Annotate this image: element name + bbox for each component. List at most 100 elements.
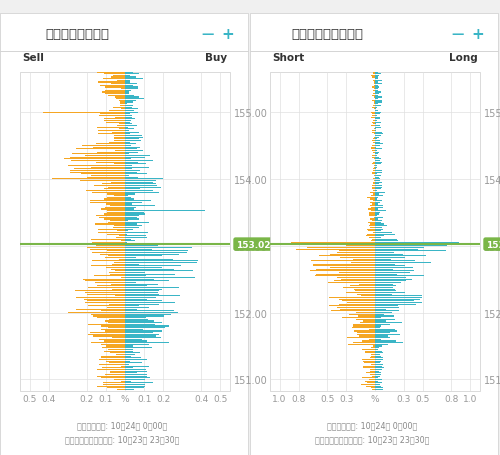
Bar xyxy=(372,141,375,142)
Bar xyxy=(90,201,125,202)
Bar xyxy=(106,122,125,123)
Bar xyxy=(99,217,125,218)
Bar xyxy=(125,82,130,83)
Bar xyxy=(375,82,378,83)
Bar xyxy=(375,186,382,187)
Bar xyxy=(374,86,375,87)
Bar xyxy=(374,167,375,168)
Bar xyxy=(372,122,375,123)
Bar xyxy=(102,92,125,93)
Bar xyxy=(372,132,375,133)
Bar xyxy=(374,169,375,170)
Bar xyxy=(125,306,138,307)
Bar xyxy=(374,134,375,135)
Bar xyxy=(110,274,125,275)
Bar xyxy=(97,127,125,128)
Bar xyxy=(374,176,375,177)
Bar xyxy=(101,357,125,359)
Bar xyxy=(125,244,134,245)
Bar xyxy=(374,104,375,105)
Bar xyxy=(375,112,381,113)
Bar xyxy=(312,266,375,267)
Bar xyxy=(125,256,162,257)
Bar xyxy=(354,331,375,332)
Bar xyxy=(107,212,125,213)
Bar xyxy=(125,326,170,327)
Bar xyxy=(375,219,378,220)
Bar xyxy=(92,147,125,148)
Bar xyxy=(348,344,375,345)
Bar xyxy=(375,374,381,375)
Bar xyxy=(74,169,125,170)
Bar xyxy=(125,211,205,212)
Bar xyxy=(125,284,158,285)
Bar xyxy=(356,294,375,295)
Bar xyxy=(375,291,396,292)
Bar xyxy=(113,76,125,77)
Bar xyxy=(368,379,375,380)
Bar xyxy=(368,231,375,232)
Bar xyxy=(375,294,392,295)
Bar xyxy=(375,359,383,360)
Bar xyxy=(372,187,375,188)
Bar xyxy=(360,296,375,297)
Bar xyxy=(88,306,125,307)
Bar xyxy=(372,346,375,347)
Bar xyxy=(375,321,386,322)
Bar xyxy=(104,199,125,200)
Bar xyxy=(125,274,176,275)
Bar xyxy=(101,377,125,379)
Bar xyxy=(320,256,375,257)
Bar xyxy=(97,386,125,387)
Bar xyxy=(372,157,375,158)
Bar xyxy=(346,246,375,247)
Bar xyxy=(372,204,375,205)
Bar xyxy=(375,74,380,75)
Bar xyxy=(375,181,380,182)
Bar xyxy=(374,97,375,98)
Bar xyxy=(374,217,375,218)
Bar xyxy=(375,231,382,232)
Bar xyxy=(125,301,162,302)
Bar xyxy=(125,349,133,350)
Bar xyxy=(125,321,154,322)
Bar xyxy=(375,224,384,225)
Bar xyxy=(125,117,132,118)
Bar xyxy=(91,266,125,267)
Bar xyxy=(116,99,125,100)
Bar xyxy=(125,286,147,287)
Bar xyxy=(104,74,125,75)
Bar xyxy=(96,162,125,163)
Bar xyxy=(374,109,375,110)
Bar xyxy=(375,266,405,267)
Bar xyxy=(125,92,130,93)
Bar xyxy=(125,137,142,138)
Text: —: — xyxy=(202,28,213,40)
Bar xyxy=(370,202,375,203)
Bar xyxy=(125,204,132,205)
Bar xyxy=(372,146,375,147)
Bar xyxy=(91,314,125,315)
Bar xyxy=(125,199,134,200)
Bar xyxy=(372,189,375,190)
Bar xyxy=(375,194,379,195)
Bar xyxy=(375,229,382,230)
Bar xyxy=(340,299,375,300)
Bar xyxy=(375,296,422,297)
Bar xyxy=(125,389,134,390)
Text: オープンオーダー: オープンオーダー xyxy=(46,28,110,40)
Bar xyxy=(101,329,125,330)
Bar xyxy=(125,169,132,170)
Bar xyxy=(375,271,414,272)
Bar xyxy=(104,189,125,190)
Bar xyxy=(43,112,125,113)
Bar xyxy=(370,371,375,372)
Bar xyxy=(342,301,375,302)
Bar xyxy=(375,251,446,252)
Bar xyxy=(370,357,375,359)
Bar xyxy=(92,192,125,193)
Bar xyxy=(125,266,181,267)
Bar xyxy=(366,372,375,374)
Bar xyxy=(370,241,375,242)
Bar xyxy=(375,179,380,180)
